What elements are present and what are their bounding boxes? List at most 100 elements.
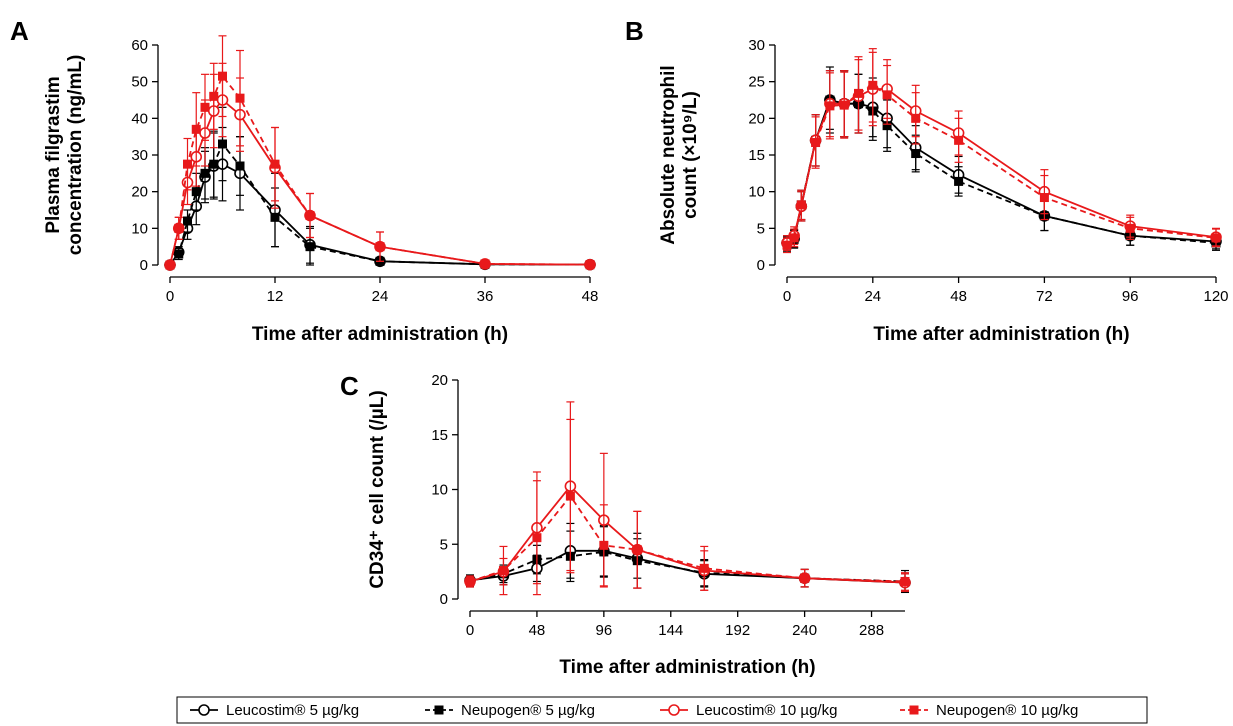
panel-letter: B [625,16,644,46]
panel-letter: A [10,16,29,46]
y-tick-label: 20 [431,372,448,389]
x-tick-label: 192 [725,622,750,639]
panel-a: A 0 10 20 30 40 50 60 0 12 24 36 48 Time after admini… [10,16,598,345]
data-point [532,533,542,543]
data-point [270,159,280,169]
panel-c: C 0 5 10 15 20 0 48 96 144 192 240 288 Time after adm… [340,371,911,678]
x-tick-label: 24 [372,288,389,305]
data-point [183,216,192,226]
data-point [789,233,799,243]
y-tick-label: 50 [131,74,148,91]
data-point [811,138,821,148]
data-point [1039,193,1049,203]
y-tick-label: 5 [440,536,448,553]
x-axis-title: Time after administration (h) [873,324,1129,345]
legend-label: Neupogen® 10 µg/kg [936,702,1078,719]
data-point [174,249,184,259]
x-tick-label: 120 [1203,288,1228,305]
data-point [868,80,878,90]
panel-b: B 0 5 10 15 20 25 30 0 24 48 72 96 120 Time after admi… [625,16,1229,345]
data-point [911,149,921,159]
data-point [1211,233,1221,243]
data-point [235,93,245,103]
x-axis-title: Time after administration (h) [559,657,815,678]
series-line [786,84,1217,246]
data-point [800,573,810,583]
y-tick-label: 40 [131,110,148,127]
data-point [1125,223,1135,233]
x-tick-label: 24 [864,288,881,305]
data-point [954,135,964,145]
legend-marker-square [909,705,919,715]
data-point [305,211,315,220]
y-axis-title: CD34⁺ cell count (/µL) [367,390,388,588]
data-point [200,168,210,178]
x-tick-label: 36 [477,288,494,305]
legend-label: Leucostim® 10 µg/kg [696,702,837,719]
x-tick-label: 48 [529,622,546,639]
y-tick-label: 20 [131,184,148,201]
y-tick-label: 15 [431,427,448,444]
y-tick-label: 5 [757,220,765,237]
series-line [786,88,1217,244]
y-axis-title: Plasma filgrastim [43,76,64,233]
data-point [854,88,863,98]
data-point [782,240,792,250]
x-tick-label: 48 [582,288,599,305]
y-tick-label: 10 [431,482,448,499]
data-point [174,223,184,233]
data-point [200,102,210,112]
legend-marker-square [434,705,444,715]
y-axis-title: concentration (ng/mL) [65,55,86,256]
data-point [165,260,175,270]
data-point [599,540,609,550]
y-tick-label: 10 [131,220,148,237]
data-point [305,242,315,252]
y-tick-label: 0 [140,257,148,274]
data-point [632,545,642,555]
y-axis-title: count (×10⁹/L) [680,91,701,219]
x-tick-label: 240 [792,622,817,639]
x-tick-label: 0 [783,288,791,305]
y-tick-label: 10 [748,184,765,201]
data-point [218,71,227,81]
panel-letter: C [340,371,359,401]
data-point [270,212,280,222]
legend-label: Neupogen® 5 µg/kg [461,702,595,719]
series [781,70,1222,251]
series [782,66,1221,253]
data-point [498,566,508,576]
data-point [183,159,192,169]
data-point [191,187,201,197]
x-axis-title: Time after administration (h) [252,324,508,345]
data-point [825,101,835,111]
y-tick-label: 20 [748,110,765,127]
data-point [839,100,849,110]
x-tick-label: 12 [267,288,284,305]
x-tick-label: 48 [950,288,967,305]
y-tick-label: 0 [757,257,765,274]
x-tick-label: 96 [1122,288,1139,305]
data-point [699,563,709,573]
data-point [209,91,219,101]
x-tick-label: 0 [166,288,174,305]
data-point [954,176,964,186]
data-point [796,200,806,210]
data-point [465,576,475,586]
data-point [900,576,910,586]
data-point [218,139,227,149]
legend-marker-circle [668,704,680,716]
legend: Leucostim® 5 µg/kg Neupogen® 5 µg/kg Leuco… [176,696,1148,724]
data-point [191,124,201,134]
data-point [882,90,892,100]
data-point [882,121,892,131]
series-line [786,98,1217,246]
x-tick-label: 0 [466,622,474,639]
data-point [209,159,219,169]
y-tick-label: 60 [131,37,148,54]
legend-box [176,696,1148,724]
series [782,48,1221,254]
y-tick-label: 0 [440,591,448,608]
data-point [375,242,385,252]
